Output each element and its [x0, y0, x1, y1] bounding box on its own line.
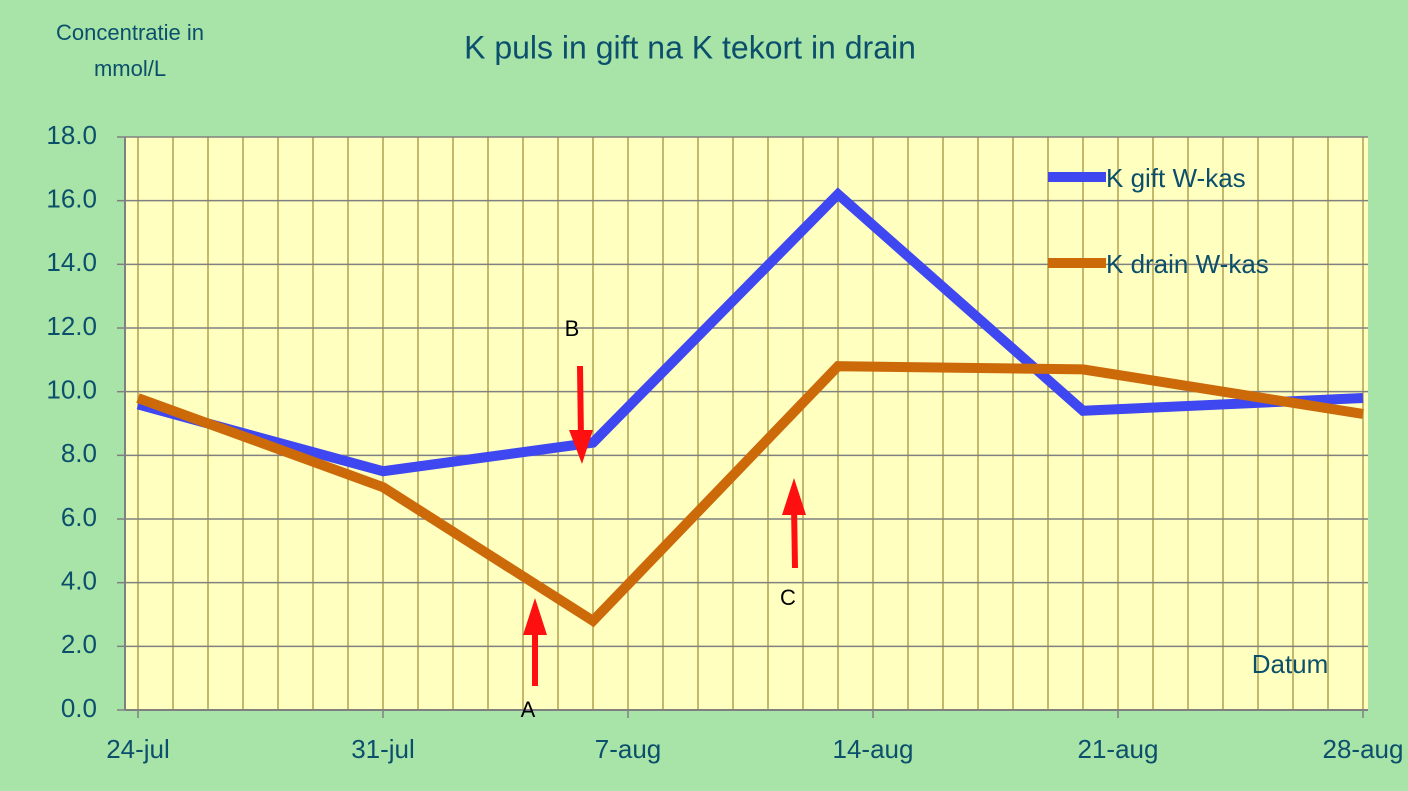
- line-series: [136, 361, 1364, 628]
- plot-background: [125, 137, 1368, 710]
- x-tick-label: 31-jul: [351, 734, 415, 764]
- y-tick-label: 4.0: [61, 566, 97, 596]
- arrow: [791, 504, 798, 569]
- y-axis-label: Concentratie in: [56, 20, 204, 45]
- x-tick-label: 24-jul: [106, 734, 170, 764]
- annotation: C: [780, 585, 796, 610]
- y-tick-label: 6.0: [61, 502, 97, 532]
- annotation-arrows: [523, 365, 806, 686]
- plot-area: [117, 136, 1368, 718]
- y-tick-label: 10.0: [46, 375, 97, 405]
- annotation: B: [565, 316, 580, 341]
- x-tick-label: 7-aug: [595, 734, 662, 764]
- y-tick-label: 0.0: [61, 693, 97, 723]
- arrow-head: [569, 430, 593, 464]
- x-tick-label: 28-aug: [1323, 734, 1404, 764]
- x-tick-label: 14-aug: [833, 734, 914, 764]
- legend-label: K gift W-kas: [1106, 163, 1246, 193]
- y-tick-label: 14.0: [46, 247, 97, 277]
- arrow: [577, 365, 584, 441]
- legend-label: K drain W-kas: [1106, 249, 1269, 279]
- y-tick-label: 2.0: [61, 629, 97, 659]
- y-tick-label: 12.0: [46, 311, 97, 341]
- arrow-head: [523, 598, 547, 635]
- y-axis-label: mmol/L: [94, 56, 166, 81]
- y-tick-label: 8.0: [61, 438, 97, 468]
- chart-title: K puls in gift na K tekort in drain: [464, 29, 916, 65]
- x-tick-label: 21-aug: [1078, 734, 1159, 764]
- arrow-head: [782, 478, 806, 515]
- x-axis-label: Datum: [1252, 649, 1329, 679]
- line-series: [136, 187, 1364, 477]
- y-tick-label: 16.0: [46, 184, 97, 214]
- annotation: A: [521, 697, 536, 722]
- y-tick-label: 18.0: [46, 120, 97, 150]
